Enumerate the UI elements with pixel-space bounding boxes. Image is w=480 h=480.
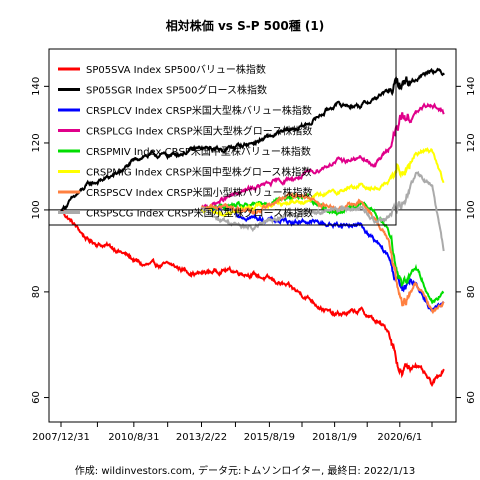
legend-label-8: CRSPSCG Index CRSP米国小型株グロース株指数 bbox=[86, 207, 313, 220]
x-tick-label-1: 2007/12/31 bbox=[32, 432, 90, 443]
x-tick-label-2: 2010/8/31 bbox=[108, 432, 159, 443]
legend-label-3: CRSPLCV Index CRSP米国大型株バリュー株指数 bbox=[86, 104, 312, 117]
y-tick-label-left-80: 80 bbox=[31, 286, 42, 299]
series-line-2 bbox=[60, 67, 445, 213]
series-line-7 bbox=[200, 191, 445, 315]
legend-label-6: CRSPMIG Index CRSP米国中型株グロース株指数 bbox=[86, 166, 311, 179]
legend: SP05SVA Index SP500バリュー株指数 SP05SGR Index … bbox=[58, 63, 313, 220]
legend-label-2: SP05SGR Index SP500グロース株指数 bbox=[86, 84, 267, 97]
y-tick-label-right-100: 100 bbox=[466, 200, 477, 219]
legend-label-7: CRSPSCV Index CRSP米国小型株バリュー株指数 bbox=[86, 186, 313, 199]
series-line-1 bbox=[60, 209, 445, 387]
y-tick-label-right-120: 120 bbox=[466, 133, 477, 152]
x-tick-label-6: 2020/6/1 bbox=[377, 432, 422, 443]
axes: 60 60 80 80 100 100 120 120 140 140 2007/12/31 2010… bbox=[31, 77, 477, 443]
series-line-3 bbox=[200, 204, 445, 314]
legend-label-4: CRSPLCG Index CRSP米国大型株グロース株指数 bbox=[86, 125, 312, 138]
legend-label-5: CRSPMIV Index CRSP米国中型株バリュー株指数 bbox=[86, 145, 311, 158]
x-tick-label-4: 2015/8/19 bbox=[244, 432, 295, 443]
series-line-4 bbox=[200, 102, 445, 211]
x-tick-label-5: 2018/1/9 bbox=[312, 432, 357, 443]
x-tick-label-3: 2013/2/22 bbox=[176, 432, 227, 443]
y-tick-label-right-80: 80 bbox=[466, 286, 477, 299]
y-tick-label-left-120: 120 bbox=[31, 133, 42, 152]
y-tick-label-right-60: 60 bbox=[466, 391, 477, 404]
series-layer bbox=[60, 67, 445, 387]
series-line-6 bbox=[200, 146, 445, 217]
chart-title: 相対株価 vs S-P 500種 (1) bbox=[166, 18, 324, 33]
source-caption: 作成: wildinvestors.com, データ元:トムソンロイター, 最終… bbox=[75, 464, 415, 477]
legend-box bbox=[48, 48, 397, 226]
y-tick-label-left-140: 140 bbox=[31, 77, 42, 96]
legend-label-1: SP05SVA Index SP500バリュー株指数 bbox=[86, 63, 266, 76]
y-tick-label-left-60: 60 bbox=[31, 391, 42, 404]
plot-frame bbox=[48, 48, 457, 423]
y-tick-label-right-140: 140 bbox=[466, 77, 477, 96]
series-line-8 bbox=[200, 170, 445, 252]
y-tick-label-left-100: 100 bbox=[31, 200, 42, 219]
